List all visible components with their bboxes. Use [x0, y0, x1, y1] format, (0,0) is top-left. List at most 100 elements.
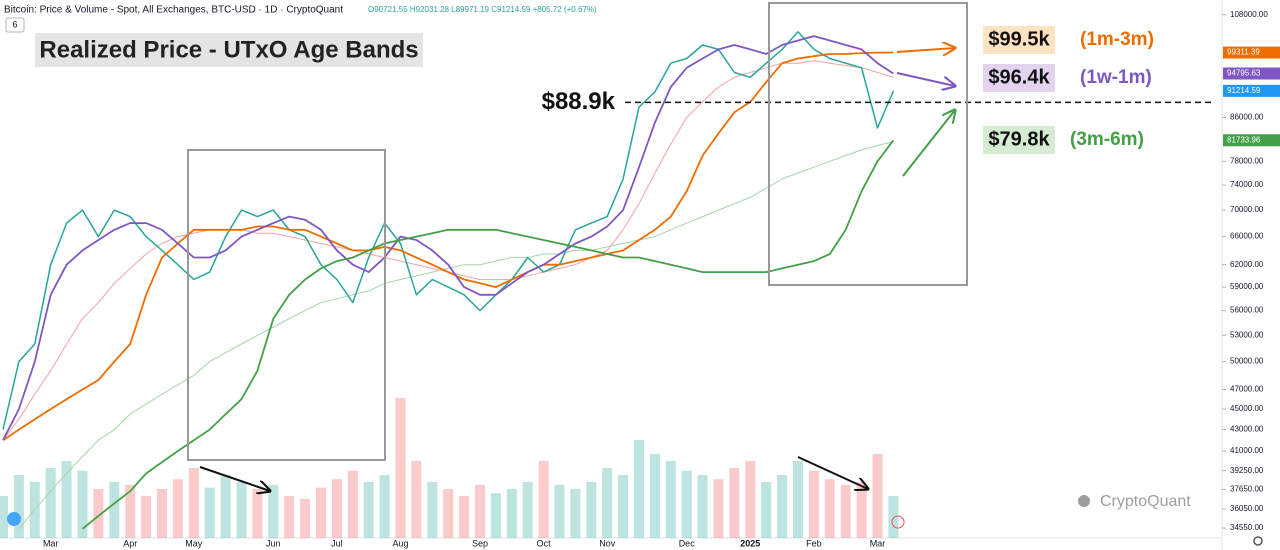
volume-bar	[0, 496, 8, 538]
volume-bar	[188, 468, 199, 538]
y-tick-label: 66000.00	[1230, 232, 1264, 241]
volume-bar	[681, 470, 692, 538]
volume-bar	[729, 468, 740, 538]
chart-title: Realized Price - UTxO Age Bands	[39, 36, 418, 63]
annotation: $96.4k	[988, 66, 1050, 88]
x-tick-label: Mar	[43, 538, 59, 548]
event-marker[interactable]	[891, 515, 905, 529]
volume-bar	[204, 487, 215, 538]
annotation-box	[983, 26, 1055, 54]
volume-bar	[157, 489, 167, 538]
volume-bar	[459, 496, 470, 538]
volume-bar	[395, 398, 406, 538]
price-tag: 94795.63	[1227, 69, 1261, 78]
highlight-box	[187, 149, 386, 461]
volume-bar	[427, 482, 438, 538]
series-label: (3m-6m)	[1070, 129, 1144, 150]
volume-bar	[109, 482, 120, 538]
volume-bar	[697, 475, 708, 538]
volume-bar	[745, 461, 756, 538]
volume-bar	[331, 479, 342, 538]
volume-bar	[220, 475, 231, 538]
watermark: CryptoQuant	[1100, 493, 1191, 510]
volume-bar	[872, 454, 883, 538]
price-tag-box	[1223, 84, 1280, 97]
volume-bar	[856, 482, 867, 538]
price-line	[2, 31, 895, 430]
volume-bar	[586, 482, 597, 538]
volume-bar	[665, 461, 676, 538]
panel-badge[interactable]: 6	[12, 19, 17, 29]
x-tick-label: Jun	[266, 538, 281, 548]
ohlc-readout: O90721.55 H92031.28 L89971.19 C91214.59 …	[368, 5, 597, 14]
price-tag-box	[1223, 134, 1280, 147]
x-tick-label: Dec	[679, 538, 696, 548]
volume-bar	[268, 484, 279, 538]
volume-bar	[840, 484, 851, 538]
plot-area: 108000.00 86000.00 78000.00 74000.00 70000.0…	[0, 10, 1268, 548]
volume-bar	[808, 470, 819, 538]
volume-bar	[300, 498, 311, 538]
x-tick-label: May	[185, 538, 203, 548]
volume-bar	[379, 475, 390, 538]
price-tag-box	[1223, 46, 1280, 59]
volume-bar	[93, 489, 104, 538]
y-tick-label: 74000.00	[1230, 180, 1264, 189]
volume-bar	[570, 489, 581, 538]
x-tick-label: Nov	[599, 538, 616, 548]
annotation-box	[983, 64, 1055, 92]
volume-bar	[347, 470, 358, 538]
annotation: $79.8k	[988, 128, 1050, 150]
price-tag: 81733.96	[1227, 135, 1261, 144]
y-tick-label: 70000.00	[1230, 205, 1264, 214]
volume-bar	[777, 475, 788, 538]
volume-bar	[649, 454, 660, 538]
x-tick-label: Mar	[870, 538, 886, 548]
y-tick-label: 34550.00	[1230, 523, 1264, 532]
highlight-box	[768, 2, 968, 286]
settings-icon[interactable]	[1253, 536, 1263, 546]
cohort-line	[81, 139, 895, 530]
cohort-line	[2, 51, 894, 441]
volume-bar	[411, 461, 422, 538]
volume-bar	[141, 496, 152, 538]
volume-bar	[284, 496, 295, 538]
logo-icon[interactable]	[7, 512, 21, 526]
volume-bar	[316, 487, 326, 538]
volume-bar	[125, 484, 136, 538]
volume-bar	[634, 440, 644, 538]
trend-arrow	[902, 110, 955, 177]
chart-header: Bitcoin: Price & Volume - Spot, All Exch…	[4, 5, 343, 16]
price-tag: 91214.59	[1227, 86, 1261, 95]
trend-arrow	[896, 48, 955, 52]
y-tick-label: 62000.00	[1230, 260, 1264, 269]
x-tick-label: Feb	[806, 538, 822, 548]
y-tick-label: 86000.00	[1230, 112, 1264, 121]
volume-bar	[506, 489, 517, 538]
y-tick-label: 36050.00	[1230, 504, 1264, 513]
trend-arrow	[896, 72, 955, 86]
annotation: $99.5k	[988, 28, 1050, 50]
watermark-logo	[1078, 495, 1090, 507]
annotation-box	[983, 126, 1055, 154]
x-tick-label: 2025	[740, 538, 760, 548]
volume-bar	[443, 489, 454, 538]
x-tick-label: Sep	[472, 538, 488, 548]
y-tick-label: 47000.00	[1230, 385, 1264, 394]
volume-bar	[77, 470, 88, 538]
title-box	[35, 33, 423, 67]
cohort-line	[18, 141, 894, 530]
volume-bar	[45, 468, 56, 538]
trend-arrow	[797, 456, 868, 489]
volume-bar	[602, 468, 613, 538]
volume-bar	[713, 479, 724, 538]
volume-bar	[554, 484, 565, 538]
volume-bar	[490, 493, 501, 538]
panel-badge-box[interactable]	[5, 17, 25, 33]
y-tick-label: 43000.00	[1230, 425, 1264, 434]
volume-bar	[61, 461, 72, 538]
volume-bar	[888, 496, 899, 538]
y-tick-label: 108000.00	[1230, 10, 1268, 19]
price-tag-box	[1223, 67, 1280, 80]
trend-arrow	[199, 466, 270, 491]
